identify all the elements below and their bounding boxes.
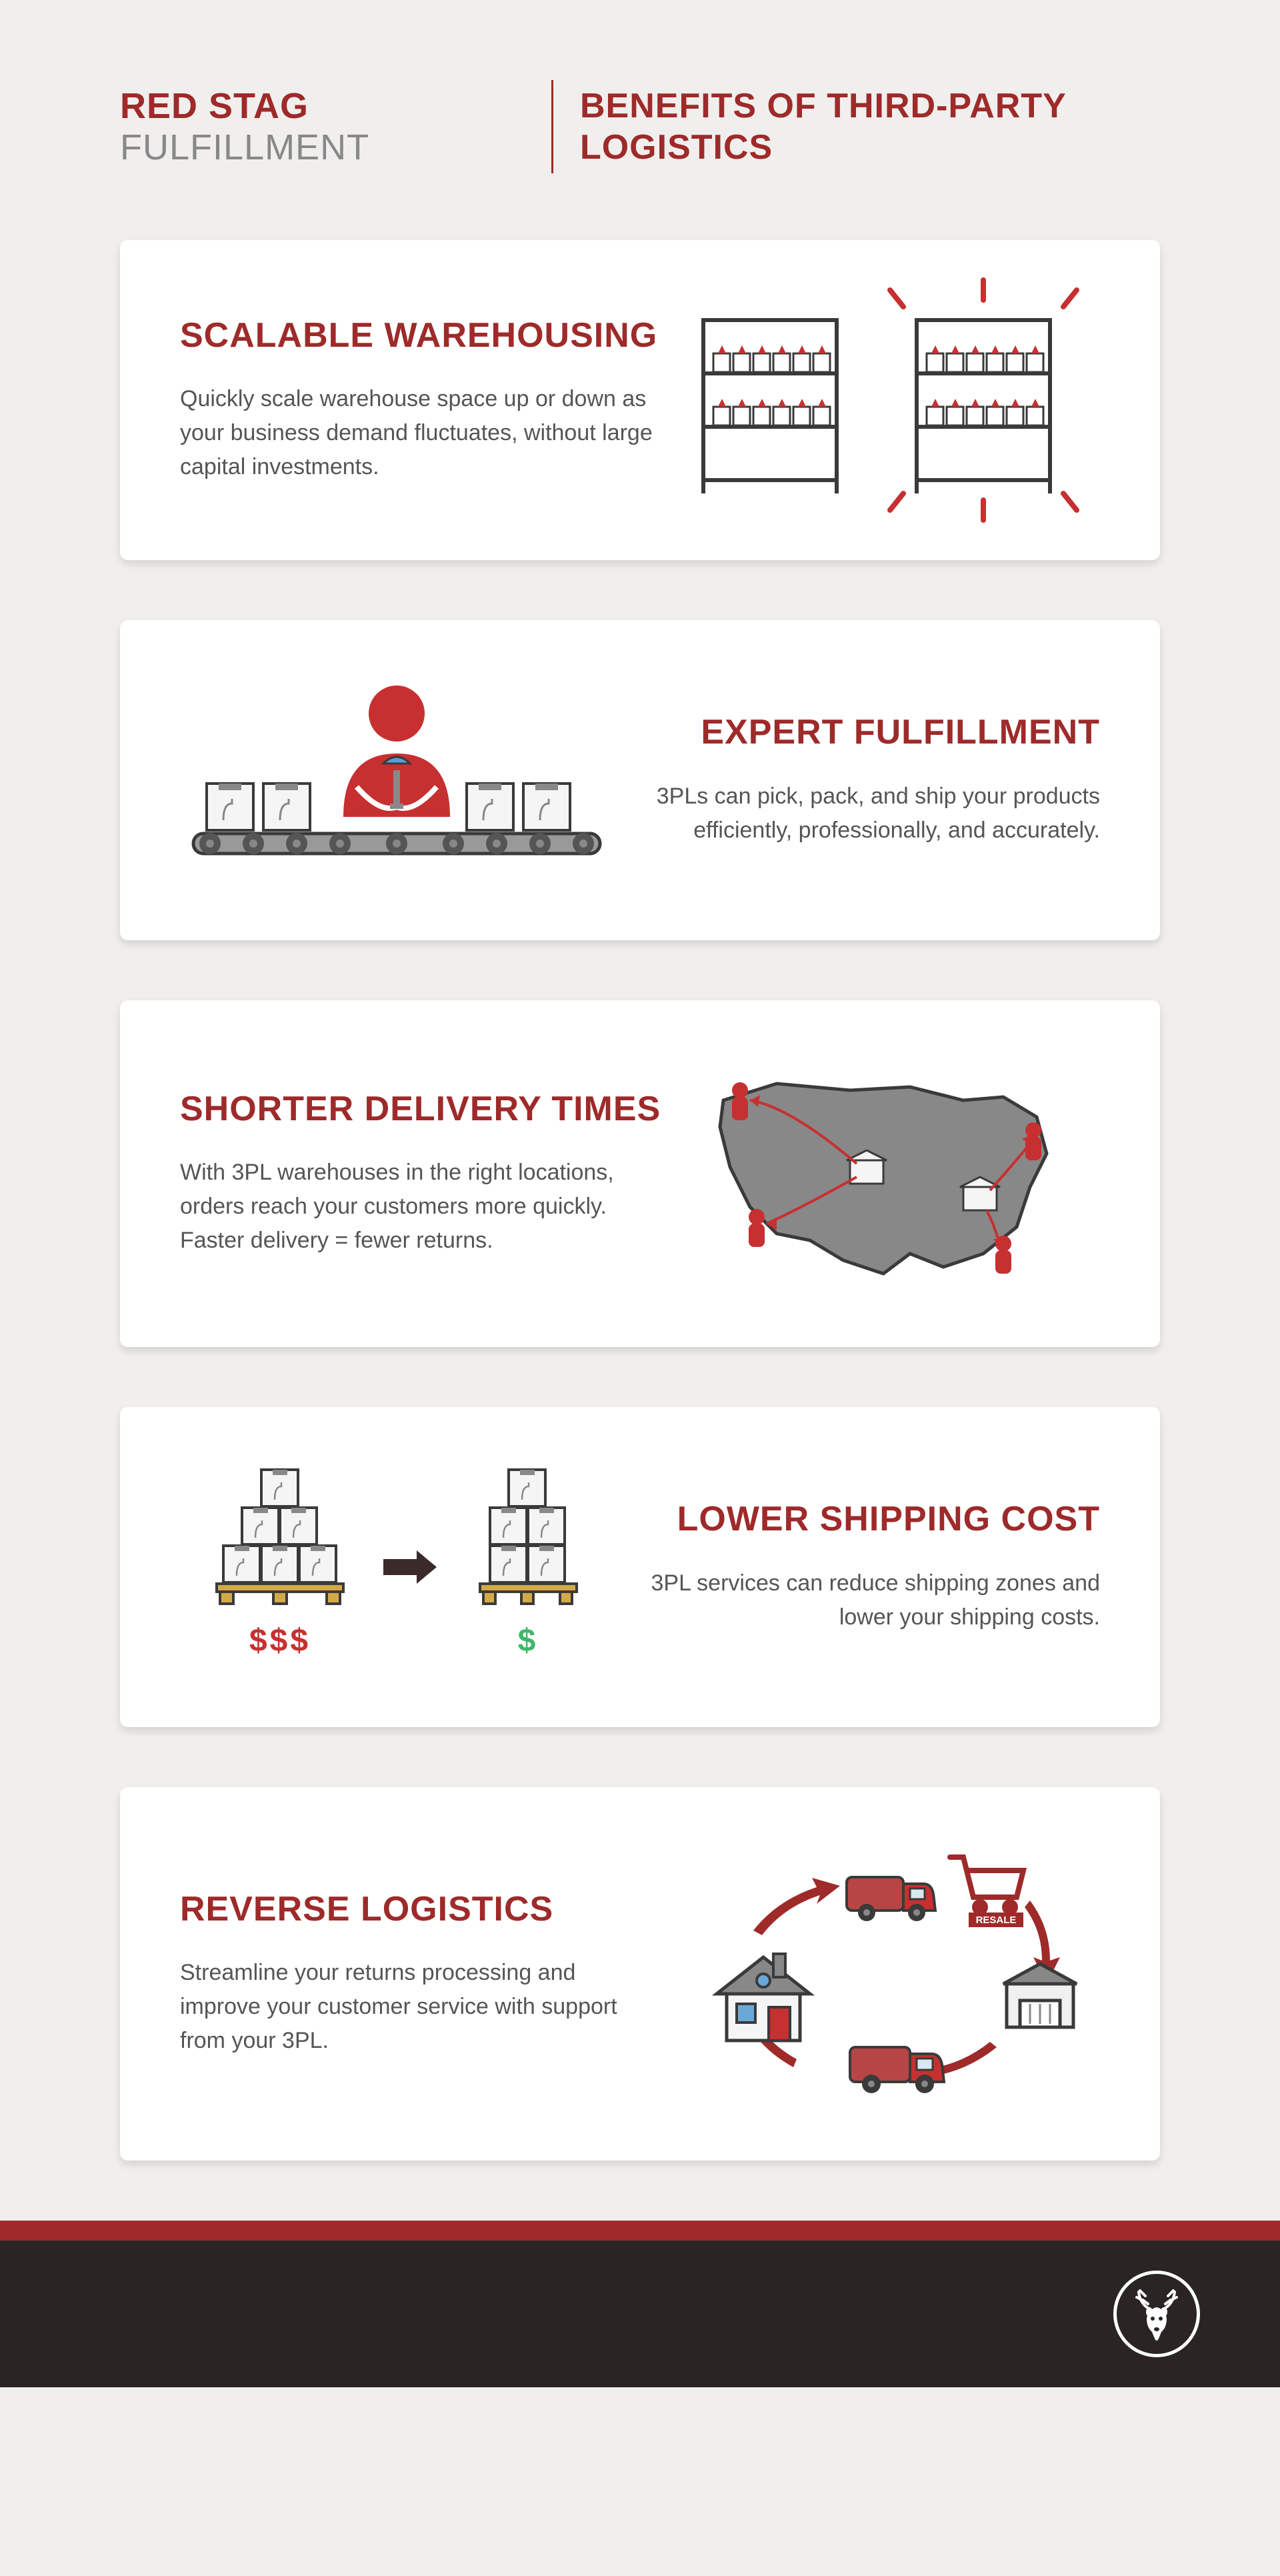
brand-red: RED STAG: [120, 86, 309, 126]
fulfillment-graphic: [180, 674, 613, 887]
card-text: REVERSE LOGISTICS Streamline your return…: [180, 1890, 667, 2059]
cost-high-col: $$$: [207, 1476, 353, 1659]
card-text: LOWER SHIPPING COST 3PL services can red…: [613, 1500, 1100, 1634]
footer-red-bar: [0, 2221, 1280, 2241]
card-title: EXPERT FULFILLMENT: [613, 713, 1100, 753]
resale-label: RESALE: [976, 1914, 1017, 1926]
header-divider: [551, 80, 553, 173]
conveyor-worker-icon: [180, 674, 613, 887]
card-expert-fulfillment: EXPERT FULFILLMENT 3PLs can pick, pack, …: [120, 620, 1160, 940]
brand-logo: RED STAG FULFILLMENT: [120, 85, 525, 168]
page-container: RED STAG FULFILLMENT BENEFITS OF THIRD-P…: [0, 0, 1280, 2161]
cost-low-label: $: [518, 1622, 536, 1659]
brand-gray: FULFILLMENT: [120, 127, 369, 167]
card-text: SCALABLE WAREHOUSING Quickly scale wareh…: [180, 316, 667, 485]
card-desc: 3PLs can pick, pack, and ship your produ…: [620, 780, 1100, 848]
card-desc: Quickly scale warehouse space up or down…: [180, 382, 660, 484]
card-title: LOWER SHIPPING COST: [613, 1500, 1100, 1540]
header: RED STAG FULFILLMENT BENEFITS OF THIRD-P…: [120, 80, 1160, 173]
card-desc: 3PL services can reduce shipping zones a…: [620, 1566, 1100, 1634]
page-title: BENEFITS OF THIRD-PARTY LOGISTICS: [580, 85, 1160, 169]
reverse-logistics-graphic: RESALE: [667, 1840, 1100, 2107]
card-text: SHORTER DELIVERY TIMES With 3PL warehous…: [180, 1090, 667, 1258]
us-map-icon: [683, 1054, 1083, 1294]
pallet-large-icon: [207, 1476, 353, 1609]
cycle-icon: RESALE: [677, 1840, 1090, 2107]
cost-high-label: $$$: [249, 1622, 311, 1659]
card-lower-shipping-cost: LOWER SHIPPING COST 3PL services can red…: [120, 1407, 1160, 1727]
card-scalable-warehousing: SCALABLE WAREHOUSING Quickly scale wareh…: [120, 240, 1160, 560]
card-reverse-logistics: REVERSE LOGISTICS Streamline your return…: [120, 1787, 1160, 2161]
cost-graphic: $$$: [180, 1476, 613, 1659]
card-title: REVERSE LOGISTICS: [180, 1890, 667, 1930]
footer: [0, 2221, 1280, 2387]
cost-low-col: $: [467, 1476, 587, 1659]
map-graphic: [667, 1054, 1100, 1294]
footer-dark-bar: [0, 2241, 1280, 2387]
warehousing-graphic: [667, 293, 1100, 507]
stag-logo-icon: [1113, 2271, 1200, 2357]
card-title: SHORTER DELIVERY TIMES: [180, 1090, 667, 1130]
shelves-icon: [677, 293, 1090, 507]
card-title: SCALABLE WAREHOUSING: [180, 316, 667, 356]
arrow-right-icon: [380, 1547, 440, 1587]
card-shorter-delivery: SHORTER DELIVERY TIMES With 3PL warehous…: [120, 1000, 1160, 1347]
card-text: EXPERT FULFILLMENT 3PLs can pick, pack, …: [613, 713, 1100, 848]
card-desc: With 3PL warehouses in the right locatio…: [180, 1156, 660, 1258]
pallet-small-icon: [467, 1476, 587, 1609]
card-desc: Streamline your returns processing and i…: [180, 1956, 660, 2058]
